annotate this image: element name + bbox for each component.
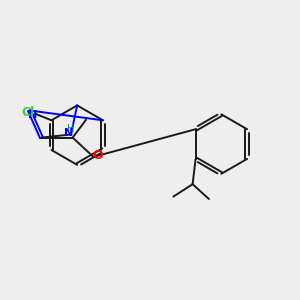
Text: N: N [28,110,37,120]
Text: O: O [92,149,103,162]
Text: H: H [67,124,74,134]
Text: N: N [64,128,73,138]
Text: Cl: Cl [21,106,34,119]
